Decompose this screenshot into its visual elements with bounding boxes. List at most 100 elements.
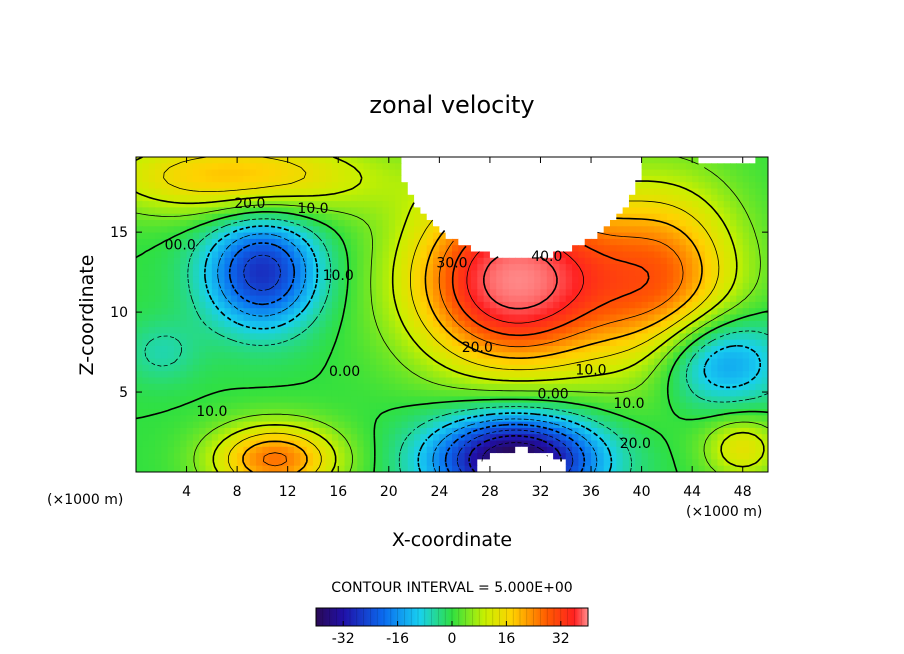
field-cell: [395, 157, 403, 164]
field-cell: [717, 157, 725, 164]
field-cell: [470, 238, 478, 246]
field-cell: [268, 364, 276, 372]
field-cell: [344, 371, 352, 379]
field-cell: [685, 226, 693, 234]
field-cell: [730, 194, 737, 202]
field-cell: [275, 188, 282, 196]
field-cell: [692, 295, 700, 303]
field-cell: [749, 188, 756, 196]
field-cell: [230, 182, 238, 190]
field-cell: [508, 289, 516, 297]
field-cell: [325, 276, 333, 284]
field-cell: [376, 314, 384, 322]
field-cell: [281, 364, 289, 372]
field-cell: [439, 427, 447, 435]
field-cell: [597, 251, 605, 259]
field-cell: [704, 220, 712, 227]
field-cell: [578, 346, 586, 353]
field-cell: [167, 358, 175, 366]
field-cell: [230, 352, 238, 360]
field-cell: [489, 308, 497, 316]
field-cell: [597, 188, 605, 196]
field-cell: [666, 383, 674, 391]
field-cell: [597, 358, 605, 366]
field-cell: [584, 207, 592, 215]
field-cell: [654, 453, 662, 460]
field-cell: [414, 175, 421, 183]
field-cell: [610, 276, 617, 284]
field-cell: [376, 194, 384, 202]
field-cell: [205, 453, 213, 460]
field-cell: [553, 396, 561, 404]
field-cell: [186, 333, 194, 341]
field-cell: [464, 301, 472, 309]
field-cell: [673, 188, 681, 196]
field-cell: [685, 207, 693, 215]
field-cell: [319, 409, 327, 416]
field-cell: [382, 220, 390, 227]
field-cell: [660, 301, 668, 309]
field-cell: [192, 320, 200, 328]
field-cell: [553, 238, 561, 246]
field-cell: [363, 232, 371, 240]
field-cell: [414, 264, 421, 271]
field-cell: [167, 251, 175, 259]
field-cell: [591, 264, 598, 271]
field-cell: [319, 270, 327, 278]
field-cell: [306, 327, 314, 334]
field-cell: [142, 295, 150, 303]
field-cell: [666, 295, 674, 303]
field-cell: [161, 220, 169, 227]
field-cell: [350, 314, 358, 322]
field-cell: [205, 358, 213, 366]
field-cell: [717, 188, 725, 196]
field-cell: [268, 283, 276, 290]
field-cell: [679, 409, 687, 416]
field-cell: [344, 409, 352, 416]
field-cell: [363, 371, 371, 379]
field-cell: [382, 157, 390, 164]
field-cell: [218, 415, 226, 423]
field-cell: [433, 352, 440, 360]
field-cell: [230, 364, 238, 372]
field-cell: [161, 264, 169, 271]
field-cell: [534, 465, 542, 472]
field-cell: [736, 251, 744, 259]
field-cell: [452, 358, 459, 366]
field-cell: [692, 339, 700, 347]
field-cell: [154, 390, 162, 397]
field-cell: [199, 333, 207, 341]
field-cell: [749, 157, 756, 164]
field-cell: [445, 301, 453, 309]
field-cell: [616, 371, 624, 379]
field-cell: [502, 320, 510, 328]
field-cell: [635, 257, 643, 265]
field-cell: [603, 320, 611, 328]
field-cell: [388, 383, 396, 391]
field-cell: [508, 232, 516, 240]
field-cell: [546, 427, 554, 435]
field-cell: [287, 333, 295, 341]
field-cell: [167, 453, 175, 460]
field-cell: [199, 314, 207, 322]
field-cell: [401, 257, 409, 265]
field-cell: [685, 276, 693, 284]
field-cell: [142, 415, 150, 423]
field-cell: [350, 453, 358, 460]
field-cell: [192, 201, 200, 208]
field-cell: [477, 421, 485, 429]
field-cell: [730, 465, 737, 472]
field-cell: [458, 440, 466, 448]
field-cell: [281, 175, 289, 183]
field-cell: [357, 446, 365, 454]
field-cell: [628, 453, 636, 460]
field-cell: [502, 213, 510, 221]
field-cell: [635, 364, 643, 372]
field-cell: [262, 188, 270, 196]
field-cell: [647, 188, 655, 196]
field-cell: [363, 188, 371, 196]
field-cell: [704, 194, 712, 202]
field-cell: [224, 327, 232, 334]
field-cell: [136, 327, 143, 334]
field-cell: [464, 453, 472, 460]
